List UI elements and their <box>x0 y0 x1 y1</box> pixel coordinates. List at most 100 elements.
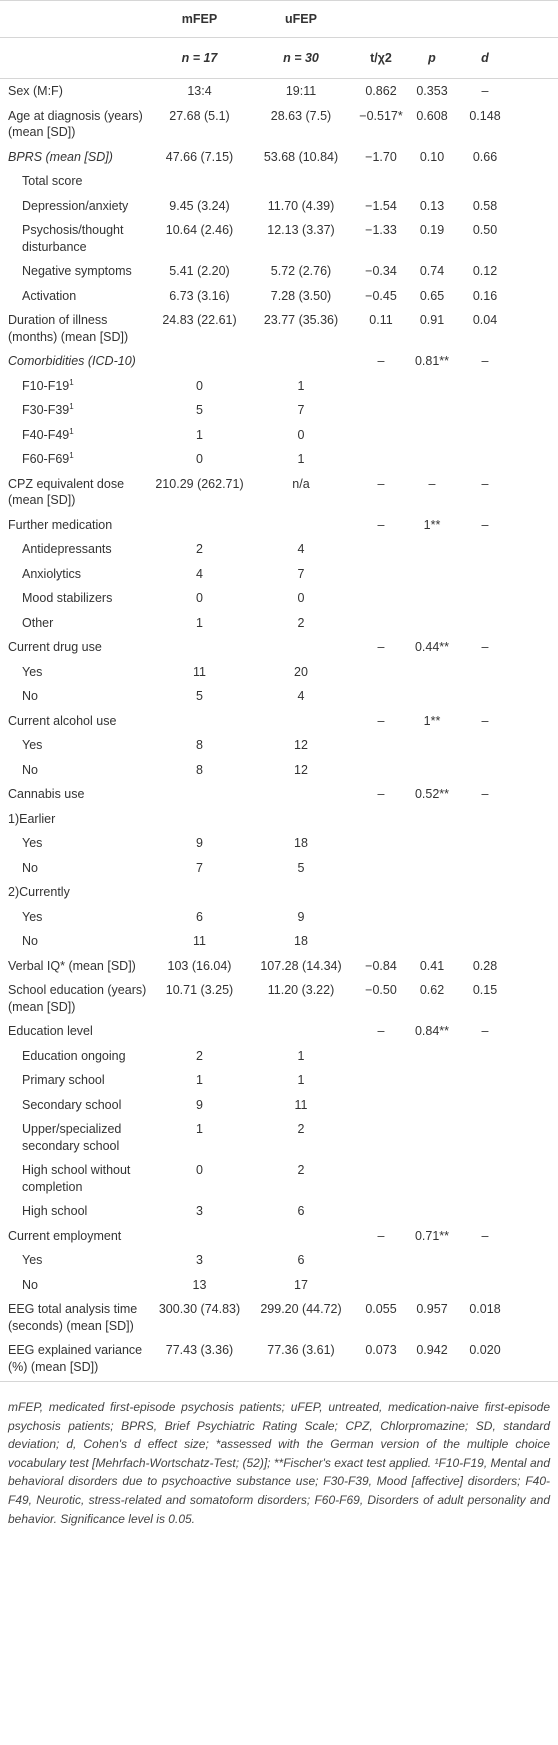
table-cell: 24.83 (22.61) <box>162 313 237 327</box>
row-label-cell: Secondary school <box>0 1093 152 1118</box>
row-label: F30-F39 <box>22 403 70 417</box>
spacer-cell <box>513 929 558 954</box>
table-cell: 5 <box>196 403 203 417</box>
table-cell <box>152 807 247 832</box>
table-cell <box>152 782 247 807</box>
table-cell <box>355 880 407 905</box>
table-cell <box>457 880 513 905</box>
header-cell: uFEP <box>247 0 355 38</box>
table-cell: 7 <box>297 566 305 581</box>
table-cell: 19:11 <box>285 84 317 98</box>
row-label: High school <box>22 1204 88 1218</box>
table-cell: 0.41 <box>419 958 445 973</box>
table-row: Comorbidities (ICD-10) – 0.81** – <box>0 349 558 374</box>
table-row: Further medication – 1** – <box>0 513 558 538</box>
table-cell: 0.957 <box>416 1302 448 1316</box>
table-cell: 107.28 (14.34) <box>260 958 342 973</box>
table-cell: – <box>377 640 385 654</box>
row-label: Comorbidities (ICD-10) <box>8 354 136 368</box>
table-row: F10-F191 0 1 <box>0 374 558 399</box>
table-cell: 0.353 <box>416 84 448 98</box>
table-cell: 0.942 <box>407 1338 457 1382</box>
table-cell: 11 <box>193 664 206 679</box>
row-label-cell: No <box>0 1273 152 1298</box>
table-cell: 0.020 <box>457 1338 513 1382</box>
table-cell: 0.11 <box>369 313 393 327</box>
row-label: Duration of illness (months) (mean [SD]) <box>8 313 129 344</box>
table-cell: 0.62 <box>419 983 445 997</box>
table-cell <box>407 929 457 954</box>
table-cell: 27.68 (5.1) <box>169 108 230 123</box>
row-label-cell: Cannabis use <box>0 782 152 807</box>
table-row: No 7 5 <box>0 856 558 881</box>
table-cell <box>407 447 457 472</box>
table-cell <box>457 758 513 783</box>
spacer-cell <box>513 1068 558 1093</box>
table-cell: – <box>481 84 489 98</box>
table-cell: 0.16 <box>472 288 498 303</box>
data-table: mFEP uFEP n = 17 n = 30 t/χ2 p d Sex (M:… <box>0 0 558 1382</box>
table-cell <box>407 1068 457 1093</box>
table-cell <box>457 398 513 423</box>
table-cell <box>457 1117 513 1158</box>
row-label-cell: Psychosis/thought disturbance <box>0 218 152 259</box>
table-cell: 7.28 (3.50) <box>270 288 332 303</box>
header-cell: t/χ2 <box>355 37 407 79</box>
header-cell: n = 30 <box>247 37 355 79</box>
table-cell: 5.72 (2.76) <box>270 264 332 278</box>
table-cell <box>152 709 247 734</box>
table-cell: 12 <box>294 762 308 777</box>
spacer-cell <box>513 684 558 709</box>
table-row: No 11 18 <box>0 929 558 954</box>
table-row: Current employment – 0.71** – <box>0 1224 558 1249</box>
table-cell <box>457 1158 513 1199</box>
table-cell: 1 <box>297 1048 305 1063</box>
table-cell: 0.91 <box>419 313 445 327</box>
row-label: BPRS (mean [SD]) <box>8 149 113 164</box>
spacer-cell <box>513 905 558 930</box>
table-cell: – <box>377 354 385 368</box>
row-label: Yes <box>22 836 43 850</box>
table-row: CPZ equivalent dose (mean [SD]) 210.29 (2… <box>0 472 558 513</box>
table-cell <box>355 1117 407 1158</box>
table-cell: 8 <box>196 738 203 752</box>
row-label-cell: No <box>0 758 152 783</box>
table-cell <box>407 1093 457 1118</box>
table-row: Secondary school 9 11 <box>0 1093 558 1118</box>
table-cell: 18 <box>294 836 308 850</box>
table-cell <box>407 758 457 783</box>
table-cell <box>355 398 407 423</box>
table-row: Yes 11 20 <box>0 660 558 685</box>
table-row: Antidepressants 2 4 <box>0 537 558 562</box>
row-label-cell: Yes <box>0 905 152 930</box>
table-cell: 0.12 <box>472 264 498 278</box>
spacer-cell <box>513 447 558 472</box>
table-cell: 5 <box>297 860 305 875</box>
table-cell <box>355 807 407 832</box>
table-cell <box>152 635 247 660</box>
table-row: Depression/anxiety 9.45 (3.24) 11.70 (4.39… <box>0 194 558 219</box>
table-cell: 0.58 <box>472 198 498 213</box>
row-label-cell: Total score <box>0 169 152 194</box>
table-cell: – <box>377 787 385 801</box>
table-cell: – <box>428 476 436 491</box>
header-cell: p <box>407 37 457 79</box>
table-cell: 0.018 <box>469 1302 501 1316</box>
row-label: Anxiolytics <box>22 566 82 581</box>
table-cell: 0.19 <box>419 223 445 237</box>
row-label-cell: Verbal IQ* (mean [SD]) <box>0 954 152 979</box>
row-label: Yes <box>22 738 43 752</box>
table-cell <box>407 611 457 636</box>
table-row: EEG total analysis time (seconds) (mean … <box>0 1297 558 1338</box>
table-cell <box>407 733 457 758</box>
spacer-cell <box>513 1338 558 1382</box>
row-label-cell: Other <box>0 611 152 636</box>
row-label: Other <box>22 615 54 630</box>
table-cell <box>407 880 457 905</box>
table-cell: 1 <box>297 378 305 393</box>
spacer-cell <box>513 374 558 399</box>
table-cell: 2 <box>196 1048 203 1063</box>
spacer-cell <box>513 349 558 374</box>
table-row: F60-F691 0 1 <box>0 447 558 472</box>
table-cell <box>457 929 513 954</box>
